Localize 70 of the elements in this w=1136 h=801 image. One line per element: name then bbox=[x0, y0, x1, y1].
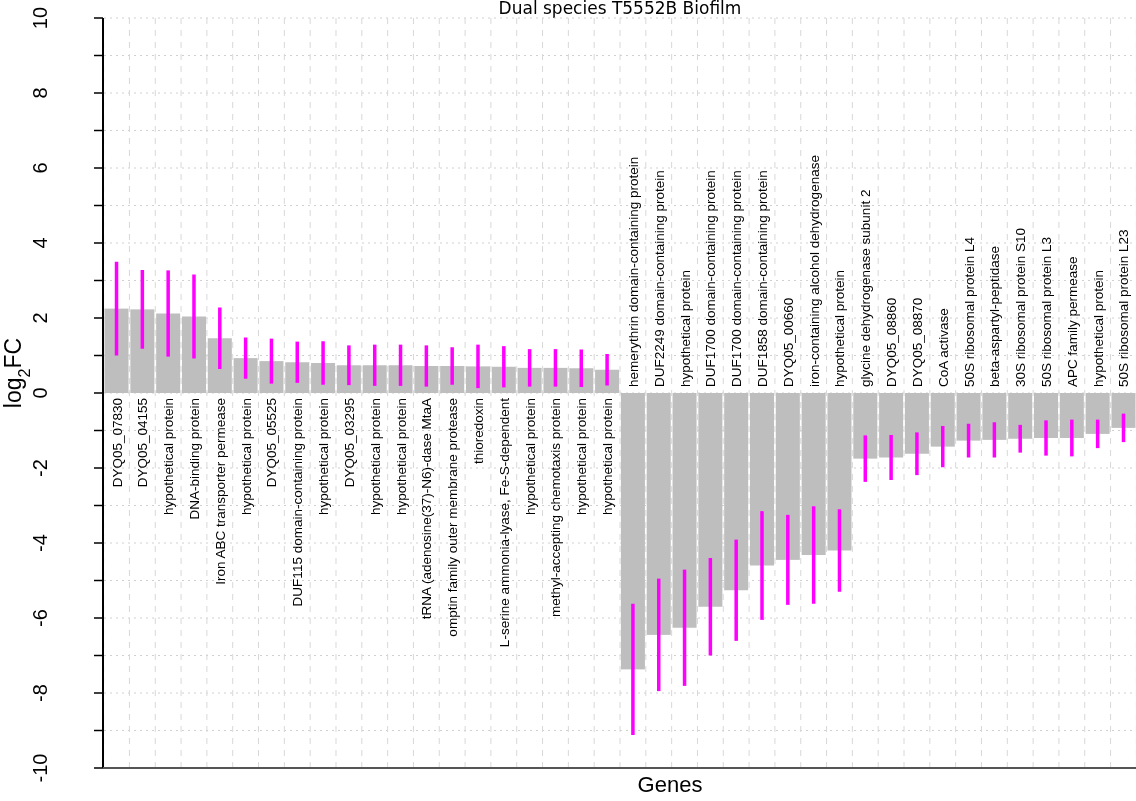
y-tick-label: 10 bbox=[29, 6, 51, 30]
x-tick-label: hemerythrin domain-containing protein bbox=[625, 156, 641, 387]
x-axis-title: Genes bbox=[637, 772, 703, 797]
x-tick-label: CoA activase bbox=[935, 308, 951, 387]
y-tick-label: 2 bbox=[29, 312, 51, 324]
y-tick-label: -4 bbox=[29, 534, 51, 552]
x-tick-label: methyl-accepting chemotaxis protein bbox=[548, 398, 564, 618]
x-tick-label: hypothetical protein bbox=[522, 398, 538, 516]
x-tick-label: thioredoxin bbox=[470, 398, 486, 465]
x-tick-label: hypothetical protein bbox=[393, 398, 409, 516]
x-tick-label: DYQ05_00660 bbox=[780, 297, 796, 387]
bar bbox=[1008, 393, 1033, 439]
bar bbox=[930, 393, 955, 447]
x-tick-label: 50S ribosomal protein L3 bbox=[1039, 236, 1055, 387]
x-tick-label: Iron ABC transporter permease bbox=[212, 398, 228, 585]
x-tick-label: L-serine ammonia-lyase, Fe-S-dependent bbox=[496, 397, 512, 648]
bar bbox=[156, 313, 181, 393]
y-tick-label: -2 bbox=[29, 459, 51, 477]
x-tick-label: tRNA (adenosine(37)-N6)-dase MtaA bbox=[419, 398, 435, 620]
x-tick-label: DYQ05_03295 bbox=[341, 398, 357, 488]
bar bbox=[1059, 393, 1084, 438]
chart-title: Dual species T5552B Biofilm bbox=[498, 0, 742, 18]
x-tick-label: hypothetical protein bbox=[574, 398, 590, 516]
bar bbox=[285, 362, 310, 393]
bar bbox=[904, 393, 929, 454]
x-tick-label: hypothetical protein bbox=[677, 269, 693, 387]
y-tick-label: 0 bbox=[29, 387, 51, 399]
x-tick-label: hypothetical protein bbox=[367, 398, 383, 516]
x-tick-label: DYQ05_07830 bbox=[109, 398, 125, 488]
bar bbox=[879, 393, 904, 458]
x-tick-label: DUF1700 domain-containing protein bbox=[729, 170, 745, 387]
x-tick-label: DUF2249 domain-containing protein bbox=[651, 170, 667, 387]
bar bbox=[853, 393, 878, 459]
y-tick-label: -8 bbox=[29, 684, 51, 702]
x-tick-label: DUF1700 domain-containing protein bbox=[703, 170, 719, 387]
y-tick-label: -10 bbox=[29, 753, 51, 783]
x-tick-label: beta-aspartyl-peptidase bbox=[987, 245, 1003, 387]
x-tick-label: 50S ribosomal protein L23 bbox=[1116, 229, 1132, 387]
x-tick-label: hypothetical protein bbox=[832, 269, 848, 387]
x-tick-label: DYQ05_08870 bbox=[909, 297, 925, 387]
x-tick-label: DUF115 domain-containing protein bbox=[290, 398, 306, 607]
bar bbox=[1034, 393, 1059, 438]
x-tick-label: DYQ05_08860 bbox=[884, 297, 900, 387]
x-tick-label: DYQ05_05525 bbox=[264, 398, 280, 488]
bar bbox=[620, 393, 645, 670]
x-tick-label: 50S ribosomal protein L4 bbox=[961, 236, 977, 387]
x-tick-label: 30S ribosomal protein S10 bbox=[1013, 227, 1029, 387]
y-tick-label: 8 bbox=[29, 87, 51, 99]
bar bbox=[569, 368, 594, 393]
x-tick-label: DUF1858 domain-containing protein bbox=[755, 170, 771, 387]
x-tick-label: hypothetical protein bbox=[316, 398, 332, 516]
bar bbox=[750, 393, 775, 566]
bar bbox=[646, 393, 671, 635]
x-tick-label: hypothetical protein bbox=[238, 398, 254, 516]
x-tick-label: iron-containing alcohol dehydrogenase bbox=[806, 155, 822, 387]
y-tick-label: 6 bbox=[29, 162, 51, 174]
bar bbox=[724, 393, 749, 591]
bar bbox=[775, 393, 800, 560]
bar bbox=[362, 365, 387, 393]
y-tick-label: -6 bbox=[29, 609, 51, 627]
x-tick-label: hypothetical protein bbox=[161, 398, 177, 516]
x-tick-label: DYQ05_04155 bbox=[135, 398, 151, 488]
x-tick-label: hypothetical protein bbox=[1090, 269, 1106, 387]
x-tick-label: APC family permease bbox=[1064, 256, 1080, 387]
x-tick-label: hypothetical protein bbox=[600, 398, 616, 516]
y-tick-label: 4 bbox=[29, 237, 51, 249]
x-tick-label: omptin family outer membrane protease bbox=[445, 398, 461, 637]
bar bbox=[207, 338, 232, 393]
x-tick-label: DNA-binding protein bbox=[186, 398, 202, 520]
x-tick-label: glycine dehydrogenase subunit 2 bbox=[858, 189, 874, 387]
